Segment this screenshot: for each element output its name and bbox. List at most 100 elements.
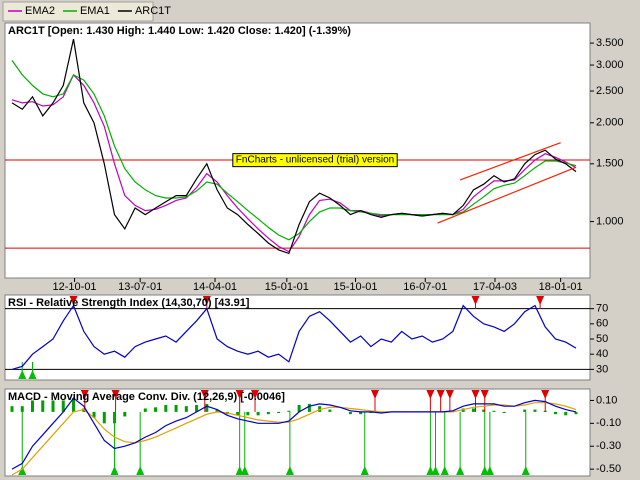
sell-signal [436,390,445,399]
histogram-bar [256,411,260,416]
legend-label: ARC1T [135,5,171,17]
buy-signal [136,466,145,475]
histogram-bar [482,409,486,412]
sell-signal [202,296,211,305]
x-tick-label: 15-10-01 [334,281,378,293]
sell-signal [445,390,454,399]
histogram-bar [348,411,352,415]
y-tick-label: 40 [596,348,608,360]
legend-box [2,1,154,22]
histogram-bar [20,406,24,412]
histogram-bar [533,409,537,412]
series-line [11,73,577,253]
histogram-bar [359,411,363,415]
y-tick-label: 50 [596,333,608,345]
y-tick-label: -0.50 [596,463,621,475]
histogram-bar [72,398,76,412]
buy-signal [110,466,119,475]
buy-signal [480,466,489,475]
panel-title: RSI - Relative Strength Index (14,30,70)… [8,297,250,309]
x-tick-label: 16-07-01 [403,281,447,293]
x-tick-label: 12-10-01 [53,281,97,293]
buy-signal [240,466,249,475]
legend-label: EMA1 [80,5,110,17]
y-tick-label: 60 [596,318,608,330]
buy-signal [235,466,244,475]
sell-signal [200,390,209,399]
series-line [11,304,577,370]
histogram-bar [502,411,506,414]
histogram-bar [553,411,557,415]
x-tick-label: 14-04-01 [193,281,237,293]
histogram-bar [31,400,35,412]
x-tick-label: 17-04-03 [473,281,517,293]
y-tick-label: 70 [596,303,608,315]
x-tick-label: 15-01-01 [265,281,309,293]
legend-label: EMA2 [25,5,55,17]
y-tick-label: 30 [596,363,608,375]
sell-signal [251,390,260,399]
histogram-bar [564,411,568,416]
histogram-bar [215,409,219,412]
histogram-bar [471,408,475,412]
histogram-bar [236,411,240,416]
buy-signal [360,466,369,475]
sell-signal [480,390,489,399]
buy-signal [431,466,440,475]
histogram-bar [277,411,281,414]
histogram-bar [523,409,527,412]
buy-signal [521,466,530,475]
annotation: FnCharts - unlicensed (trial) version [236,155,394,166]
histogram-bar [184,406,188,412]
y-tick-label: 2.000 [596,117,624,129]
sell-signal [536,296,545,305]
sell-signal [471,296,480,305]
buy-signal [18,466,27,475]
histogram-bar [328,409,332,412]
histogram-bar [51,400,55,412]
y-tick-label: 1.500 [596,158,624,170]
buy-signal [485,466,494,475]
series-line [11,60,577,241]
histogram-bar [102,411,106,424]
x-tick-label: 18-01-01 [539,281,583,293]
sell-signal [69,296,78,305]
sell-signal [541,390,550,399]
histogram-bar [205,403,209,412]
series-line [11,38,577,255]
buy-signal [426,466,435,475]
histogram-bar [10,406,14,412]
y-tick-label: 0.10 [596,394,617,406]
histogram-bar [492,410,496,412]
sell-signal [80,390,89,399]
panel-title: MACD - Moving Average Conv. Div. (12,26,… [8,391,285,403]
buy-signal [28,370,37,379]
histogram-bar [297,405,301,412]
y-tick-label: -0.30 [596,440,621,452]
histogram-bar [154,407,158,412]
y-tick-label: 3.500 [596,37,624,49]
series-line [11,402,577,476]
sell-signal [111,390,120,399]
histogram-bar [143,408,147,412]
trend-line [459,142,561,181]
histogram-bar [164,405,168,412]
buy-signal [18,370,27,379]
sell-signal [235,390,244,399]
histogram-bar [195,405,199,412]
histogram-bar [287,410,291,412]
y-tick-label: 3.000 [596,59,624,71]
y-tick-label: 2.500 [596,85,624,97]
buy-signal [456,466,465,475]
histogram-bar [574,411,578,415]
histogram-bar [246,411,250,416]
x-tick-label: 13-07-01 [118,281,162,293]
histogram-bar [41,400,45,412]
y-tick-label: 1.000 [596,215,624,227]
y-tick-label: -0.10 [596,417,621,429]
histogram-bar [174,405,178,412]
series-line [11,397,577,470]
histogram-bar [92,411,96,418]
